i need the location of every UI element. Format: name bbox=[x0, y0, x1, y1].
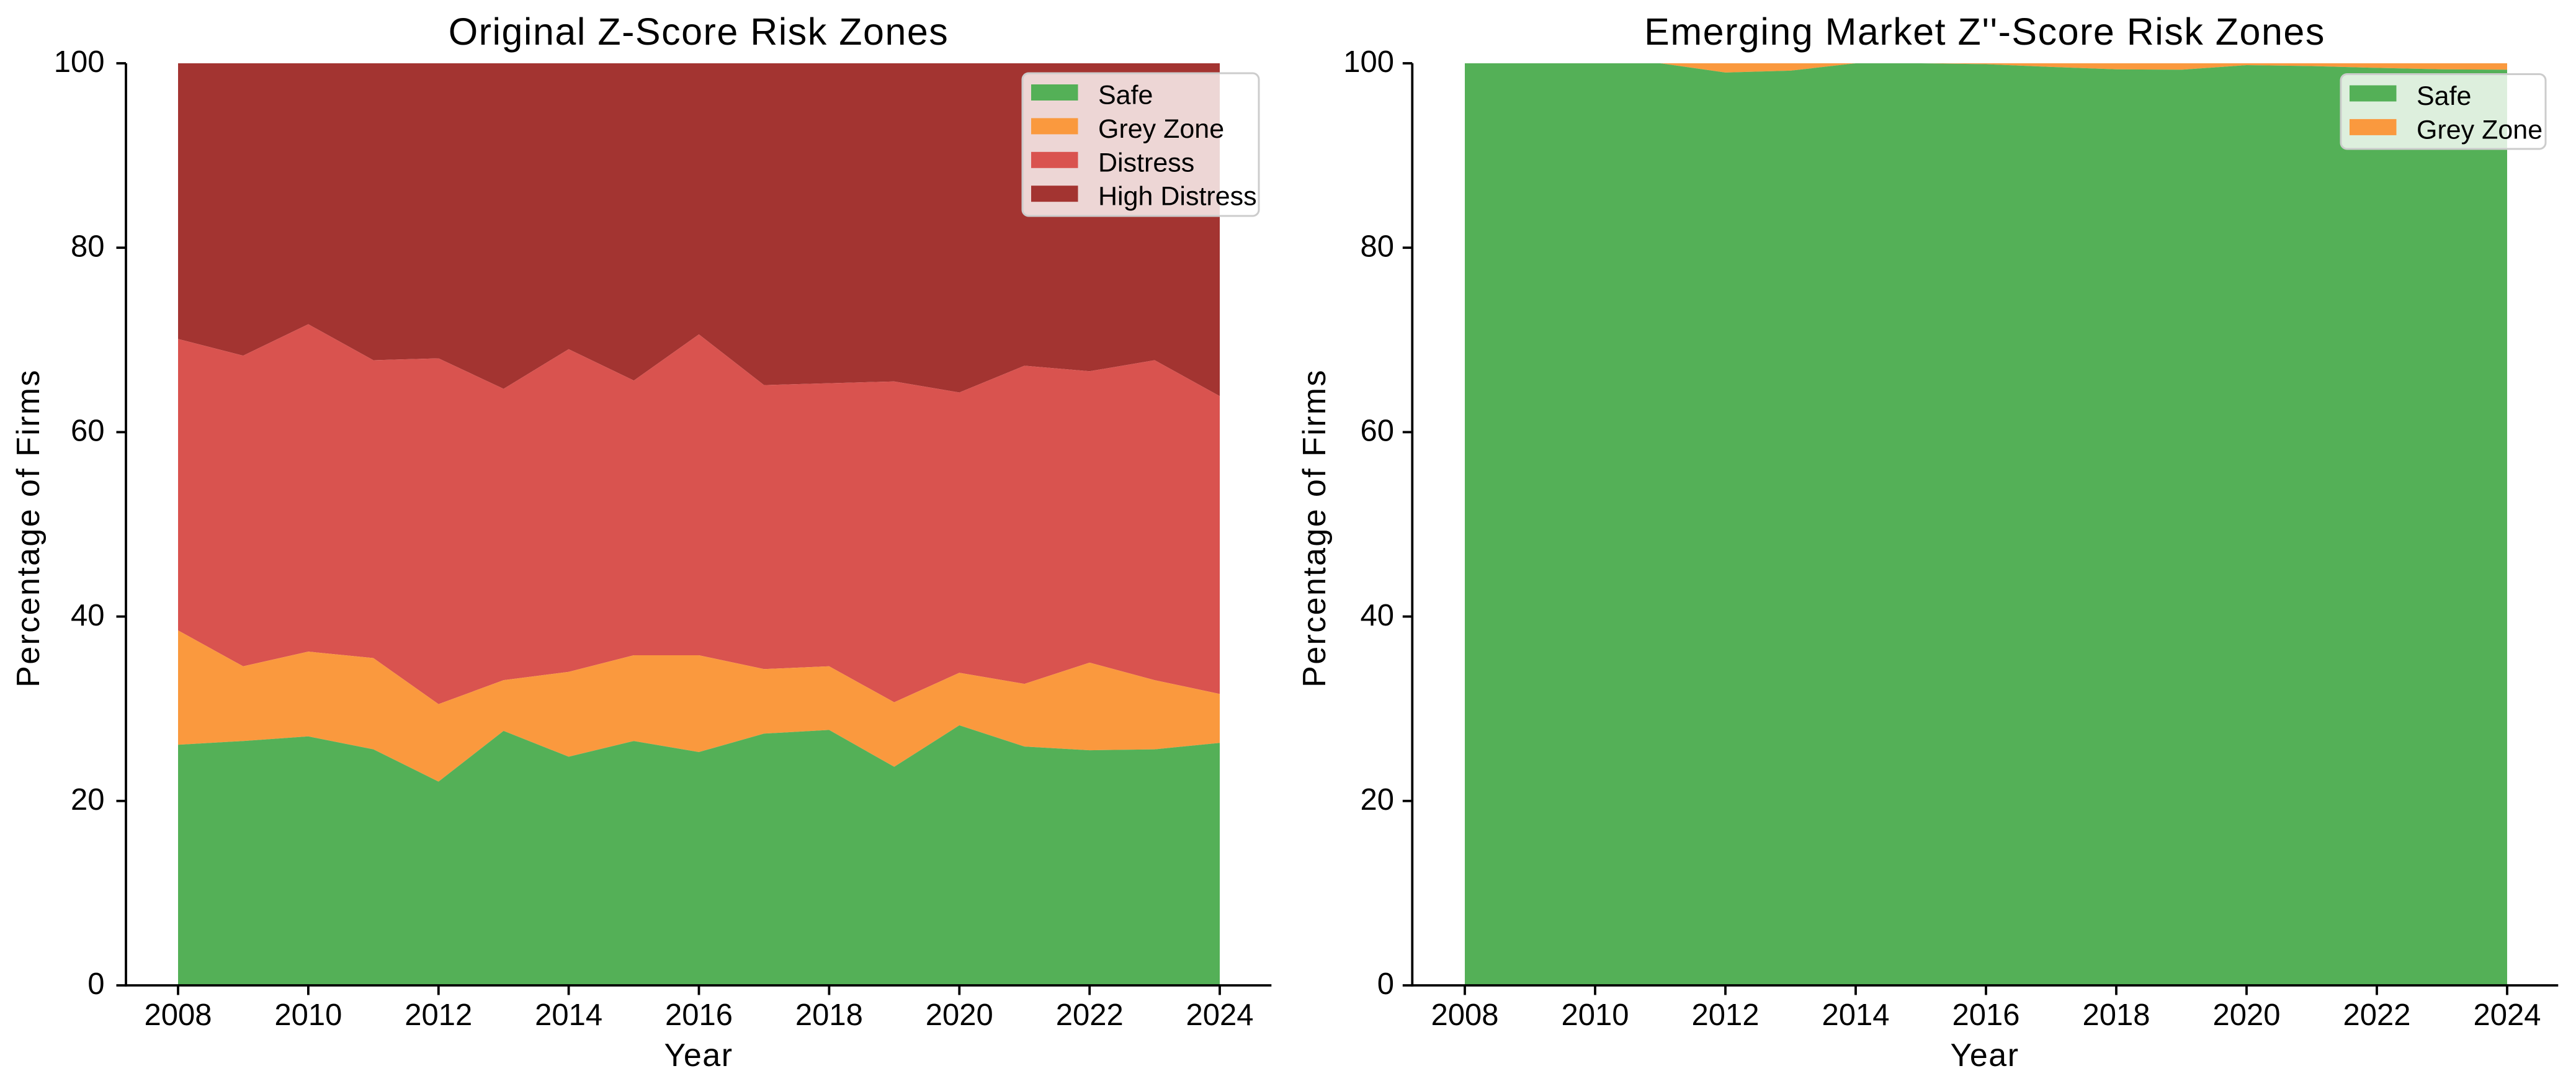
svg-text:40: 40 bbox=[71, 599, 105, 632]
svg-text:2012: 2012 bbox=[405, 998, 472, 1032]
svg-text:2018: 2018 bbox=[795, 998, 863, 1032]
svg-text:2016: 2016 bbox=[1952, 998, 2019, 1032]
svg-text:Distress: Distress bbox=[1098, 148, 1194, 177]
svg-text:Safe: Safe bbox=[1098, 81, 1153, 110]
svg-text:60: 60 bbox=[1360, 415, 1394, 448]
svg-text:20: 20 bbox=[1360, 783, 1394, 817]
svg-text:2008: 2008 bbox=[144, 998, 212, 1032]
svg-text:Safe: Safe bbox=[2417, 81, 2471, 111]
svg-text:Year: Year bbox=[1950, 1037, 2019, 1073]
svg-text:80: 80 bbox=[71, 230, 105, 263]
svg-text:2024: 2024 bbox=[2473, 998, 2541, 1032]
svg-text:80: 80 bbox=[1360, 230, 1394, 263]
svg-text:2016: 2016 bbox=[665, 998, 733, 1032]
svg-text:20: 20 bbox=[71, 783, 105, 817]
svg-text:2014: 2014 bbox=[1822, 998, 1889, 1032]
svg-text:60: 60 bbox=[71, 415, 105, 448]
svg-text:100: 100 bbox=[54, 45, 105, 79]
svg-text:40: 40 bbox=[1360, 599, 1394, 632]
svg-text:2010: 2010 bbox=[1561, 998, 1629, 1032]
svg-text:Grey Zone: Grey Zone bbox=[2417, 115, 2542, 145]
svg-text:2024: 2024 bbox=[1186, 998, 1253, 1032]
svg-text:2022: 2022 bbox=[2343, 998, 2410, 1032]
svg-text:Percentage of Firms: Percentage of Firms bbox=[1297, 369, 1333, 688]
svg-text:0: 0 bbox=[87, 967, 104, 1001]
svg-text:Grey Zone: Grey Zone bbox=[1098, 114, 1224, 144]
svg-text:2010: 2010 bbox=[274, 998, 342, 1032]
svg-text:Emerging Market Z''-Score Risk: Emerging Market Z''-Score Risk Zones bbox=[1644, 11, 2325, 53]
svg-text:2008: 2008 bbox=[1431, 998, 1498, 1032]
svg-text:100: 100 bbox=[1343, 45, 1394, 79]
svg-text:0: 0 bbox=[1377, 967, 1394, 1001]
svg-text:Original Z-Score Risk Zones: Original Z-Score Risk Zones bbox=[449, 11, 949, 53]
svg-text:High Distress: High Distress bbox=[1098, 182, 1257, 212]
svg-text:2018: 2018 bbox=[2082, 998, 2150, 1032]
svg-text:2020: 2020 bbox=[2212, 998, 2280, 1032]
svg-text:Percentage of Firms: Percentage of Firms bbox=[11, 369, 47, 688]
svg-text:2022: 2022 bbox=[1056, 998, 1124, 1032]
svg-text:2020: 2020 bbox=[926, 998, 993, 1032]
svg-text:Year: Year bbox=[664, 1037, 733, 1073]
svg-text:2014: 2014 bbox=[535, 998, 602, 1032]
svg-text:2012: 2012 bbox=[1691, 998, 1759, 1032]
